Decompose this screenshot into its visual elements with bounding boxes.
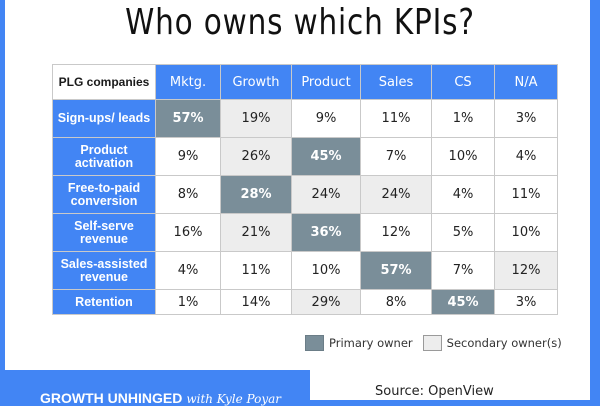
source-label: Source: OpenView (375, 384, 494, 399)
value-cell: 1% (431, 99, 495, 138)
value-cell: 9% (291, 99, 361, 138)
table-row: Sign-ups/ leads 57% 19% 9% 11% 1% 3% (52, 99, 558, 138)
kpi-ownership-table: PLG companies Mktg. Growth Product Sales… (52, 64, 558, 315)
corner-label: PLG companies (52, 64, 156, 100)
column-header-growth: Growth (220, 64, 292, 100)
value-cell: 10% (431, 137, 495, 176)
brand-banner: GROWTH UNHINGED with Kyle Poyar (0, 370, 310, 406)
column-header-product: Product (291, 64, 361, 100)
secondary-owner-swatch (422, 335, 442, 351)
secondary-owner-cell: 29% (291, 289, 361, 315)
value-cell: 8% (360, 289, 432, 315)
row-label: Product activation (52, 137, 156, 176)
row-label: Sign-ups/ leads (52, 99, 156, 138)
primary-owner-swatch (305, 335, 324, 351)
value-cell: 11% (220, 251, 292, 290)
value-cell: 7% (431, 251, 495, 290)
brand-name: GROWTH UNHINGED with Kyle Poyar (40, 390, 281, 406)
value-cell: 1% (155, 289, 221, 315)
value-cell: 11% (494, 175, 558, 214)
table-row: Retention 1% 14% 29% 8% 45% 3% (52, 289, 558, 315)
row-label: Sales-assisted revenue (52, 251, 156, 290)
value-cell: 4% (494, 137, 558, 176)
source-panel (310, 370, 590, 400)
value-cell: 5% (431, 213, 495, 252)
table-row: Self-serve revenue 16% 21% 36% 12% 5% 10% (52, 213, 558, 252)
value-cell: 7% (360, 137, 432, 176)
value-cell: 10% (494, 213, 558, 252)
column-header-na: N/A (494, 64, 558, 100)
secondary-owner-cell: 21% (220, 213, 292, 252)
value-cell: 4% (431, 175, 495, 214)
value-cell: 3% (494, 289, 558, 315)
row-label: Free-to-paid conversion (52, 175, 156, 214)
secondary-owner-cell: 24% (360, 175, 432, 214)
legend: Primary owner Secondary owner(s) (305, 335, 562, 351)
brand-bold-text: GROWTH UNHINGED (40, 390, 183, 406)
brand-script-text: with Kyle Poyar (186, 392, 282, 406)
page-title: Who owns which KPIs? (125, 2, 475, 43)
primary-owner-cell: 45% (431, 289, 495, 315)
primary-owner-label: Primary owner (329, 336, 413, 350)
secondary-owner-cell: 26% (220, 137, 292, 176)
column-header-sales: Sales (360, 64, 432, 100)
secondary-owner-cell: 24% (291, 175, 361, 214)
value-cell: 16% (155, 213, 221, 252)
header-row: PLG companies Mktg. Growth Product Sales… (52, 64, 558, 100)
row-label: Retention (52, 289, 156, 315)
column-header-mktg: Mktg. (155, 64, 221, 100)
primary-owner-cell: 57% (155, 99, 221, 138)
column-header-cs: CS (431, 64, 495, 100)
primary-owner-cell: 28% (220, 175, 292, 214)
primary-owner-cell: 57% (360, 251, 432, 290)
table-row: Free-to-paid conversion 8% 28% 24% 24% 4% 11% (52, 175, 558, 214)
primary-owner-cell: 36% (291, 213, 361, 252)
primary-owner-cell: 45% (291, 137, 361, 176)
secondary-owner-label: Secondary owner(s) (446, 336, 562, 350)
value-cell: 11% (360, 99, 432, 138)
table-row: Product activation 9% 26% 45% 7% 10% 4% (52, 137, 558, 176)
table-row: Sales-assisted revenue 4% 11% 10% 57% 7% 12% (52, 251, 558, 290)
secondary-owner-cell: 19% (220, 99, 292, 138)
value-cell: 14% (220, 289, 292, 315)
value-cell: 9% (155, 137, 221, 176)
value-cell: 4% (155, 251, 221, 290)
row-label: Self-serve revenue (52, 213, 156, 252)
value-cell: 10% (291, 251, 361, 290)
value-cell: 3% (494, 99, 558, 138)
value-cell: 8% (155, 175, 221, 214)
value-cell: 12% (360, 213, 432, 252)
secondary-owner-cell: 12% (494, 251, 558, 290)
